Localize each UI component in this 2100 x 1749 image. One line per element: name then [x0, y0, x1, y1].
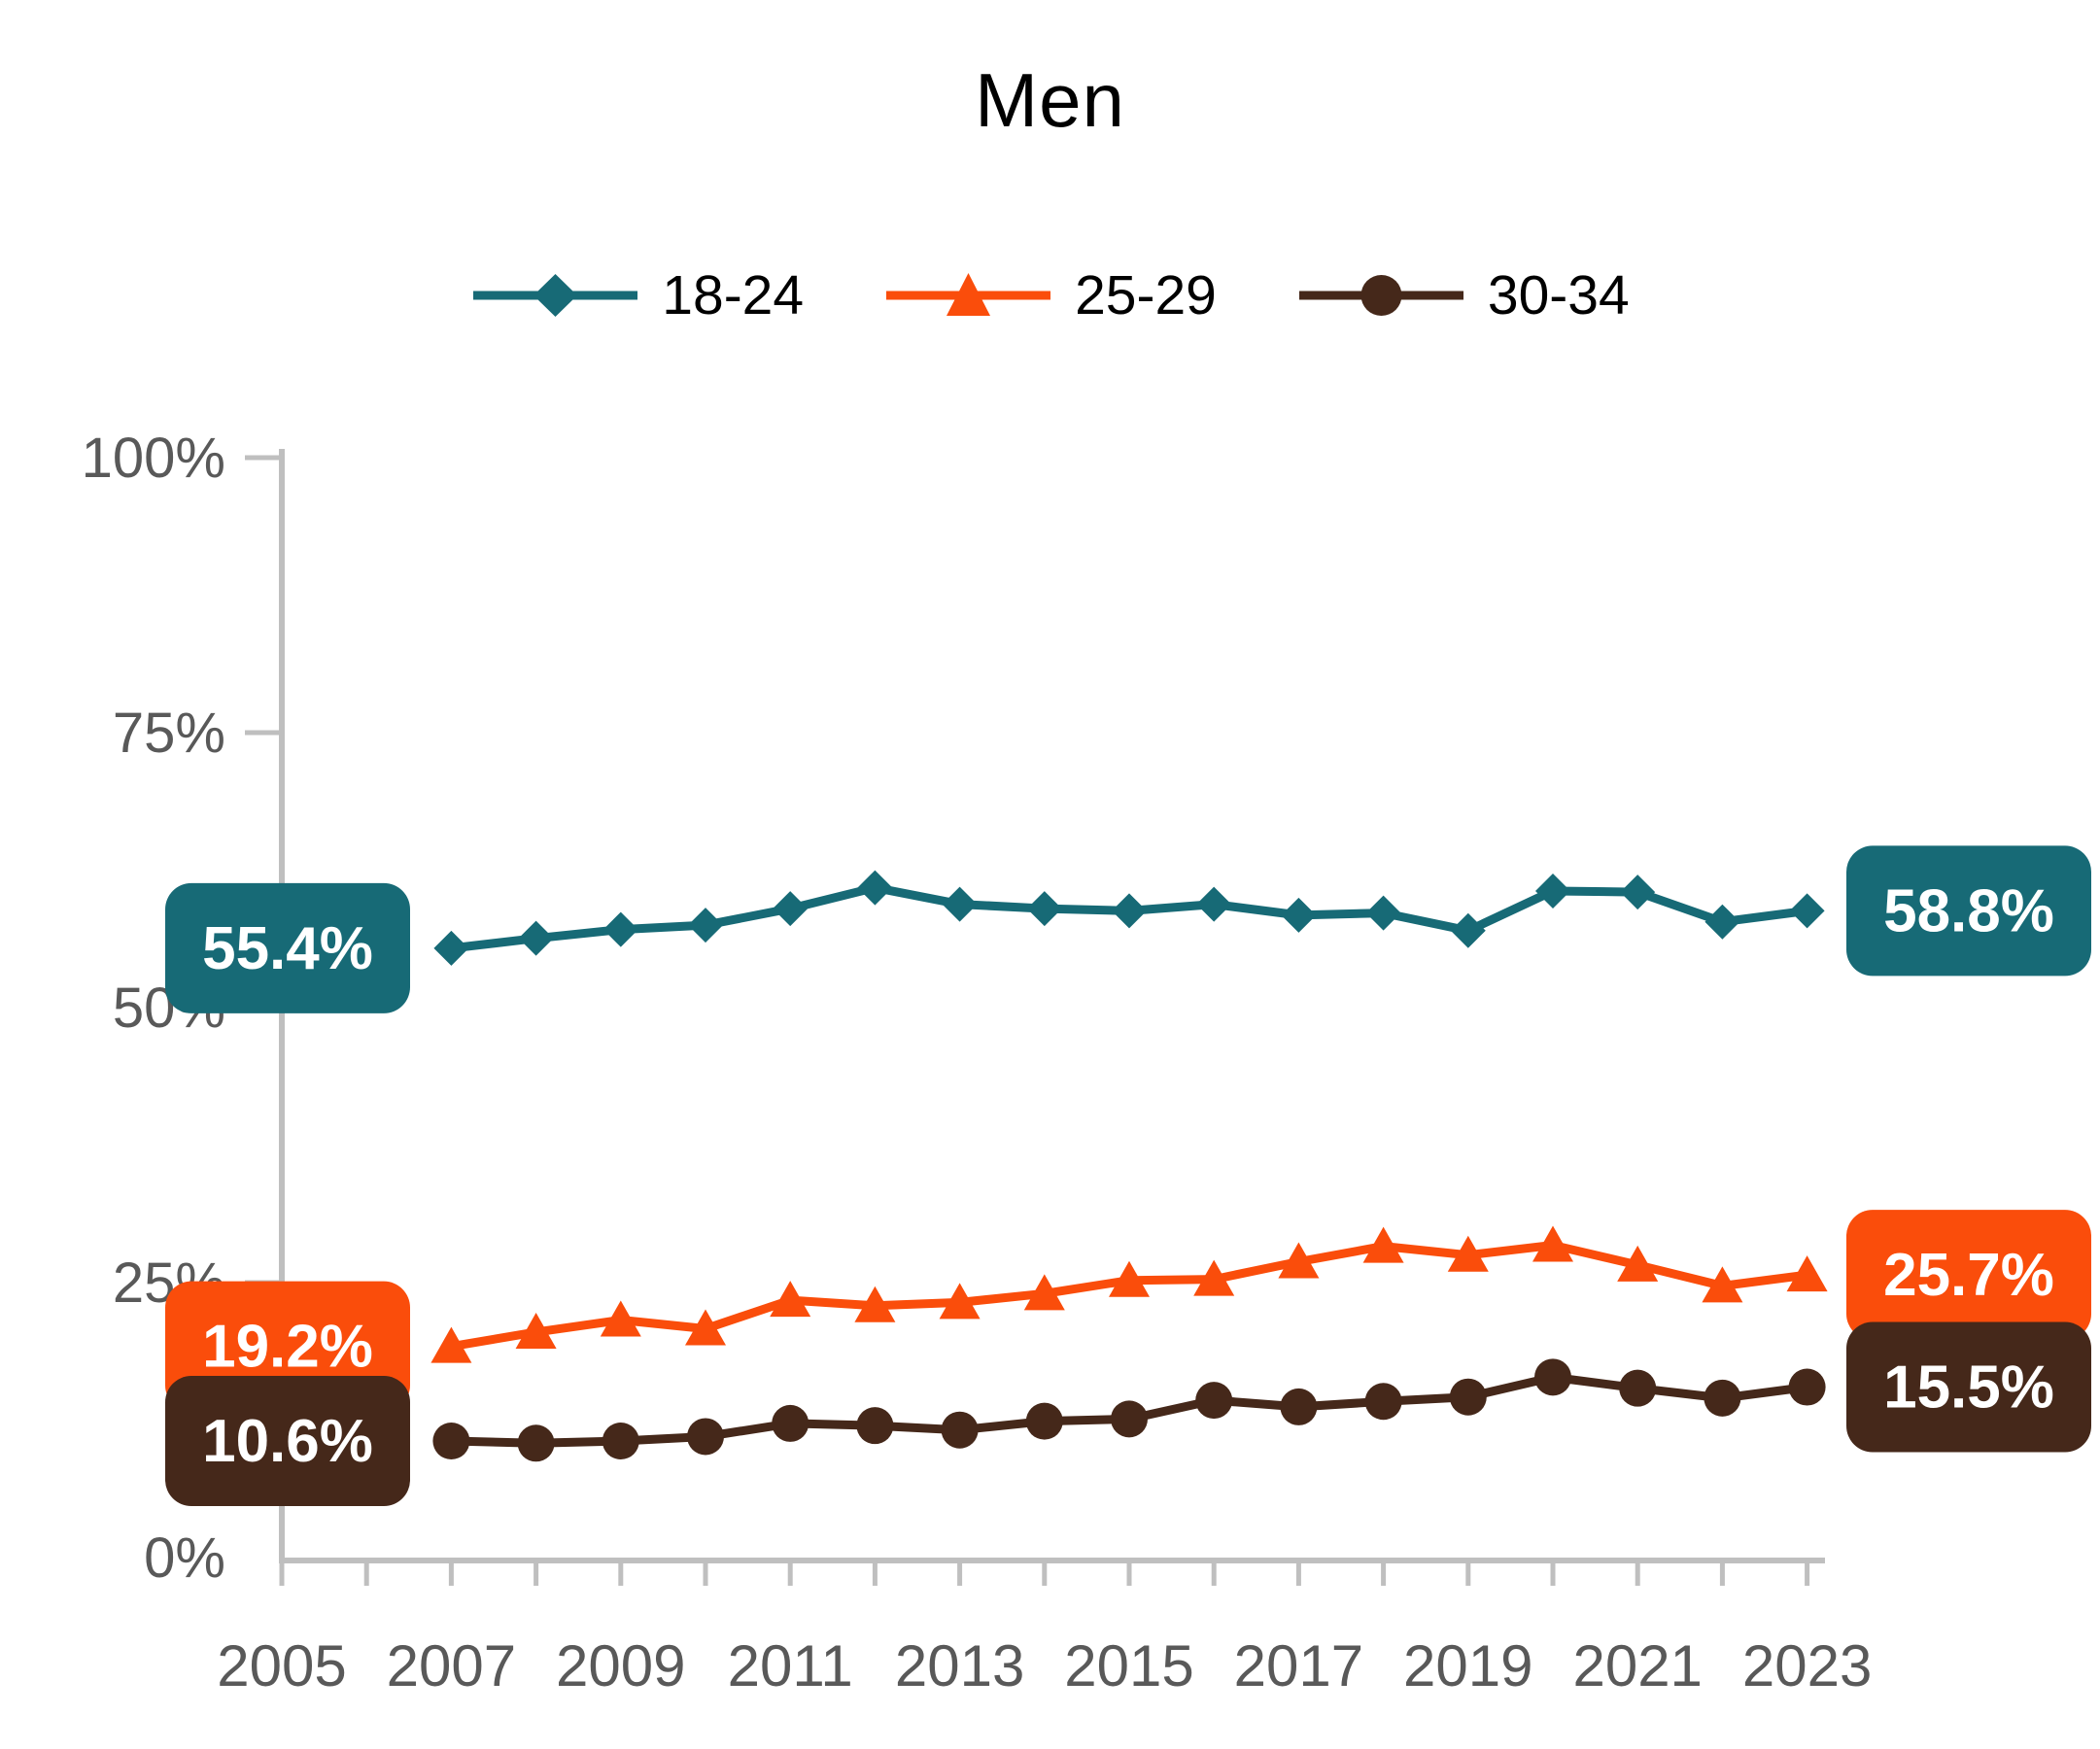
marker-25-29-2021 [1617, 1245, 1659, 1282]
x-axis-label-2015: 2015 [1064, 1633, 1193, 1698]
marker-25-29-2019 [1447, 1235, 1489, 1272]
marker-25-29-2014 [1023, 1274, 1065, 1311]
callout-start-30-34-label: 10.6% [202, 1408, 373, 1475]
marker-25-29-2009 [600, 1300, 641, 1337]
legend-item-25-29: 25-29 [883, 258, 1217, 332]
marker-25-29-2010 [685, 1309, 726, 1346]
marker-18-24-2016 [1196, 886, 1232, 922]
marker-18-24-2009 [602, 911, 638, 947]
marker-25-29-2012 [854, 1286, 896, 1322]
marker-25-29-2013 [939, 1283, 981, 1320]
callout-start-18-24 [165, 882, 410, 1013]
legend-label-18-24: 18-24 [662, 263, 805, 326]
marker-25-29-2008 [515, 1312, 557, 1349]
x-axis-label-2017: 2017 [1234, 1633, 1363, 1698]
x-axis-label-2023: 2023 [1742, 1633, 1872, 1698]
callout-start-30-34 [165, 1376, 410, 1507]
marker-18-24-2007 [433, 930, 469, 966]
marker-30-34-2010 [687, 1418, 724, 1456]
marker-25-29-2022 [1702, 1266, 1743, 1303]
x-axis-label-2019: 2019 [1403, 1633, 1532, 1698]
legend-item-30-34: 30-34 [1296, 258, 1630, 332]
legend: 18-24 25-29 30-34 [0, 258, 2100, 332]
marker-30-34-2021 [1619, 1369, 1657, 1407]
callout-end-18-24-label: 58.8% [1883, 877, 2054, 944]
x-axis-label-2009: 2009 [556, 1633, 685, 1698]
y-axis-label-100%: 100% [82, 427, 225, 490]
marker-30-34-2008 [517, 1424, 555, 1462]
legend-marker-triangle-icon [886, 273, 1051, 316]
callout-end-18-24 [1846, 845, 2091, 977]
marker-18-24-2011 [773, 891, 809, 927]
marker-30-34-2022 [1704, 1379, 1741, 1417]
marker-30-34-2011 [772, 1404, 809, 1442]
marker-18-24-2022 [1704, 904, 1740, 940]
callout-end-25-29-label: 25.7% [1883, 1242, 2054, 1309]
chart-title: Men [975, 57, 1125, 143]
marker-30-34-2007 [432, 1423, 470, 1460]
marker-25-29-2020 [1532, 1225, 1573, 1262]
legend-label-25-29: 25-29 [1075, 263, 1217, 326]
legend-label-30-34: 30-34 [1487, 263, 1630, 326]
marker-18-24-2017 [1281, 897, 1317, 933]
marker-18-24-2014 [1026, 891, 1062, 927]
marker-25-29-2017 [1278, 1242, 1320, 1279]
marker-18-24-2020 [1535, 874, 1570, 909]
y-axis-label-75%: 75% [113, 702, 225, 765]
marker-30-34-2020 [1534, 1358, 1571, 1396]
marker-18-24-2012 [857, 870, 893, 906]
marker-30-34-2015 [1111, 1400, 1148, 1438]
marker-25-29-2007 [430, 1326, 472, 1363]
callout-start-25-29-label: 19.2% [202, 1314, 373, 1381]
marker-30-34-2017 [1280, 1388, 1318, 1425]
marker-25-29-2018 [1362, 1226, 1404, 1263]
marker-18-24-2018 [1365, 895, 1401, 931]
x-axis-label-2021: 2021 [1572, 1633, 1702, 1698]
legend-marker-circle-icon [1298, 275, 1463, 316]
marker-25-29-2016 [1193, 1259, 1235, 1296]
marker-30-34-2014 [1025, 1402, 1063, 1440]
callout-end-30-34 [1846, 1321, 2091, 1453]
x-axis-label-2011: 2011 [728, 1633, 853, 1698]
callout-end-25-29 [1846, 1210, 2091, 1341]
legend-item-18-24: 18-24 [470, 258, 804, 332]
marker-25-29-2011 [770, 1281, 811, 1318]
marker-18-24-2019 [1450, 912, 1486, 948]
marker-18-24-2008 [518, 920, 554, 956]
marker-30-34-2019 [1449, 1378, 1487, 1416]
marker-30-34-2009 [602, 1423, 639, 1460]
x-axis-label-2007: 2007 [387, 1633, 516, 1698]
callout-start-18-24-label: 55.4% [202, 915, 373, 982]
y-axis-label-0%: 0% [144, 1526, 225, 1590]
legend-marker-diamond-icon [473, 274, 638, 317]
marker-25-29-2015 [1109, 1260, 1150, 1297]
marker-18-24-2015 [1112, 893, 1147, 929]
x-axis-label-2005: 2005 [217, 1633, 346, 1698]
marker-30-34-2018 [1364, 1383, 1402, 1421]
marker-30-34-2012 [856, 1407, 894, 1445]
marker-30-34-2013 [941, 1411, 979, 1449]
marker-30-34-2016 [1195, 1382, 1233, 1420]
callout-end-30-34-label: 15.5% [1883, 1355, 2054, 1422]
marker-25-29-2023 [1786, 1255, 1828, 1292]
marker-18-24-2010 [688, 908, 723, 943]
marker-30-34-2023 [1788, 1368, 1826, 1406]
x-axis-label-2013: 2013 [895, 1633, 1024, 1698]
marker-18-24-2023 [1789, 893, 1825, 929]
marker-18-24-2013 [942, 886, 978, 922]
marker-18-24-2021 [1620, 874, 1656, 910]
